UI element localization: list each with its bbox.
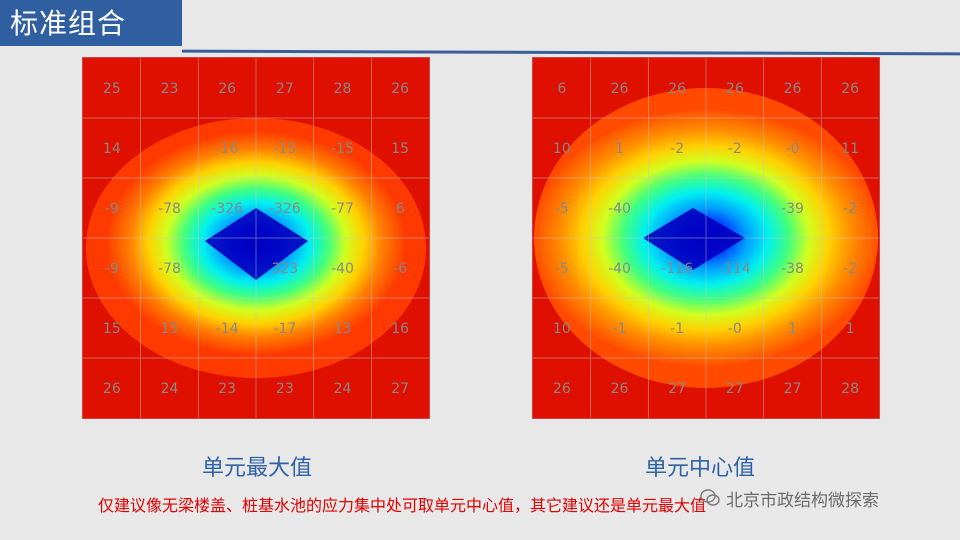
center-cell-value: 6	[557, 81, 566, 97]
max-cell-value: 23	[218, 381, 236, 397]
center-cell-value: 27	[784, 381, 802, 397]
max-cell-value: -15	[331, 141, 354, 157]
max-cell-value: 14	[103, 141, 121, 157]
center-cell-value: -2	[728, 141, 742, 157]
max-cell-value: -40	[331, 261, 354, 277]
max-cell-value: 13	[334, 321, 352, 337]
center-cell-value: 28	[841, 381, 859, 397]
recommendation-note: 仅建议像无梁楼盖、桩基水池的应力集中处可取单元中心值，其它建议还是单元最大值	[98, 496, 707, 515]
wechat-icon	[700, 489, 720, 506]
max-cell-value: 15	[103, 321, 121, 337]
center-cell-value: -40	[608, 201, 631, 217]
max-cell-value: -15	[273, 141, 296, 157]
center-cell-value: 1	[846, 321, 855, 337]
max-cell-value: 24	[161, 381, 179, 397]
center-cell-value: 11	[841, 141, 859, 157]
max-cell-value: -78	[158, 261, 181, 277]
contour-plot-max: 25 23 26 27 28 26 14 -16 -15 -15 15 -9 -78 -326 -326 -7…	[82, 57, 430, 419]
center-cell-value: 26	[553, 381, 571, 397]
max-cell-value: 15	[161, 321, 179, 337]
contour-plot-center: 6 26 26 26 26 26 10 1 -2 -2 -0 11 -5 -40 -39 -2 -5 -40 -11…	[532, 57, 880, 419]
center-cell-value: 10	[553, 141, 571, 157]
center-cell-value: -114	[719, 261, 751, 277]
max-cell-value: 27	[276, 81, 294, 97]
watermark: 北京市政结构微探索	[700, 485, 879, 511]
center-cell-value: -0	[728, 321, 742, 337]
max-cell-value: -326	[269, 201, 301, 217]
title-divider	[182, 49, 960, 56]
contour-max-svg: 25 23 26 27 28 26 14 -16 -15 -15 15 -9 -78 -326 -326 -7…	[83, 58, 429, 418]
max-cell-value: -9	[105, 201, 119, 217]
max-cell-value: -14	[216, 321, 239, 337]
max-cell-value: 26	[391, 81, 409, 97]
max-cell-value: -77	[331, 201, 354, 217]
center-cell-value: -38	[781, 261, 804, 277]
center-cell-value: 26	[726, 81, 744, 97]
max-cell-value: -16	[216, 141, 239, 157]
max-cell-value: 25	[103, 81, 121, 97]
center-cell-value: 26	[841, 81, 859, 97]
center-cell-value: -39	[781, 201, 804, 217]
center-cell-value: -1	[613, 321, 627, 337]
max-cell-value: -6	[393, 261, 407, 277]
max-cell-value: 23	[276, 381, 294, 397]
center-cell-value: 1	[615, 141, 624, 157]
center-cell-value: -2	[843, 201, 857, 217]
center-cell-value: -1	[670, 321, 684, 337]
watermark-text: 北京市政结构微探索	[726, 490, 879, 511]
max-cell-value: 323	[271, 261, 298, 277]
caption-max-value: 单元最大值	[201, 456, 312, 481]
center-cell-value: -116	[661, 261, 693, 277]
center-cell-value: 26	[784, 81, 802, 97]
max-cell-value: -17	[273, 321, 296, 337]
center-cell-value: 26	[668, 81, 686, 97]
center-cell-value: -40	[608, 261, 631, 277]
center-cell-value: -2	[670, 141, 684, 157]
page-title: 标准组合	[0, 0, 182, 46]
max-cell-value: 24	[334, 381, 352, 397]
max-cell-value: 16	[391, 321, 409, 337]
center-cell-value: -0	[786, 141, 800, 157]
caption-center-value: 单元中心值	[644, 456, 755, 481]
center-cell-value: 26	[611, 381, 629, 397]
max-cell-value: 15	[391, 141, 409, 157]
center-cell-value: 27	[668, 381, 686, 397]
max-cell-value: 26	[103, 381, 121, 397]
max-cell-value: 27	[391, 381, 409, 397]
max-cell-value: -326	[211, 201, 243, 217]
center-cell-value: 27	[726, 381, 744, 397]
center-cell-value: -5	[555, 261, 569, 277]
max-cell-value: 23	[161, 81, 179, 97]
center-cell-value: -2	[843, 261, 857, 277]
center-cell-value: -5	[555, 201, 569, 217]
max-cell-value: 28	[334, 81, 352, 97]
center-cell-value: 1	[788, 321, 797, 337]
max-cell-value: 26	[218, 81, 236, 97]
max-cell-value: -78	[158, 201, 181, 217]
max-cell-value: 6	[396, 201, 405, 217]
center-cell-value: 26	[611, 81, 629, 97]
center-cell-value: 10	[553, 321, 571, 337]
max-cell-value: -9	[105, 261, 119, 277]
